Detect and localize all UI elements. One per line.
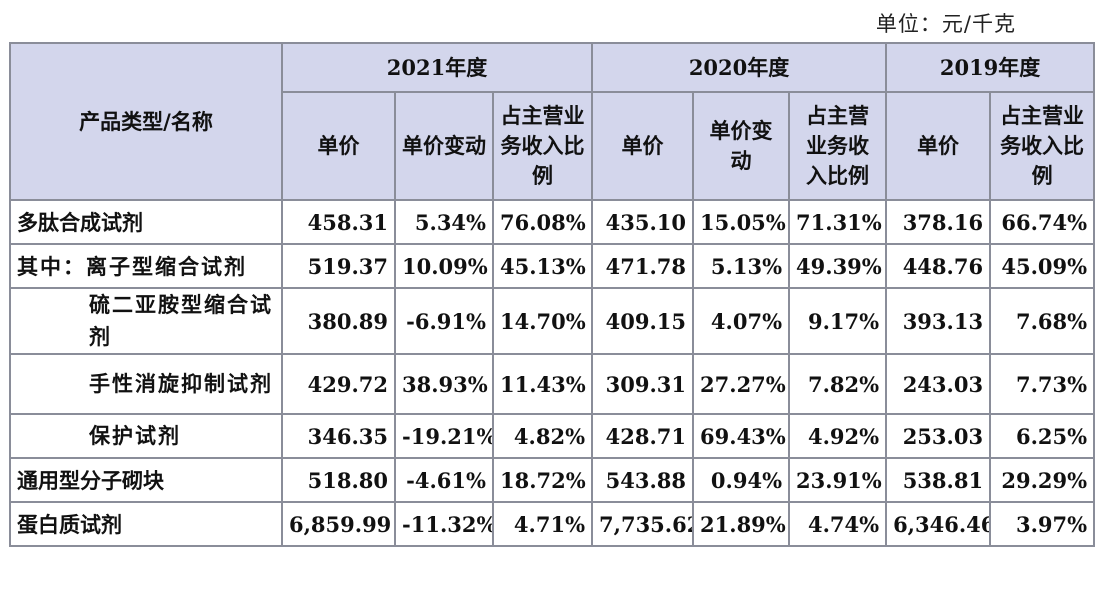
- table-row: 硫二亚胺型缩合试剂 380.89 -6.91% 14.70% 409.15 4.…: [9, 287, 1096, 355]
- header-change: 单价变动: [692, 91, 791, 201]
- cell: 69.43%: [692, 413, 791, 459]
- row-label: 蛋白质试剂: [9, 501, 283, 547]
- cell: 5.34%: [394, 199, 494, 245]
- cell: 76.08%: [491, 199, 594, 245]
- header-change: 单价变动: [394, 91, 494, 201]
- price-table: 产品类型/名称 2021年度 2020年度 2019年度 单价 单价变动 占主营…: [9, 42, 1096, 547]
- cell: -11.32%: [394, 501, 494, 547]
- cell: 435.10: [591, 199, 695, 245]
- cell: 538.81: [885, 457, 992, 503]
- row-label: 手性消旋抑制试剂: [9, 353, 283, 415]
- cell: 4.71%: [491, 501, 594, 547]
- cell: -19.21%: [394, 413, 494, 459]
- cell: 21.89%: [692, 501, 791, 547]
- cell: 66.74%: [989, 199, 1096, 245]
- cell: 14.70%: [491, 287, 594, 355]
- cell: 518.80: [281, 457, 396, 503]
- cell: 23.91%: [788, 457, 888, 503]
- cell: 346.35: [281, 413, 396, 459]
- cell: 429.72: [281, 353, 396, 415]
- row-label: 其中：离子型缩合试剂: [9, 243, 283, 289]
- row-label: 多肽合成试剂: [9, 199, 283, 245]
- header-price: 单价: [281, 91, 396, 201]
- cell: 380.89: [281, 287, 396, 355]
- row-label: 硫二亚胺型缩合试剂: [9, 287, 283, 355]
- header-row-columns: 单价 单价变动 占主营业务收入比例 单价 单价变动 占主营业务收入比例 单价 占…: [10, 91, 1096, 201]
- cell: 45.09%: [989, 243, 1096, 289]
- table-row: 其中：离子型缩合试剂 519.37 10.09% 45.13% 471.78 5…: [9, 243, 1096, 289]
- cell: 393.13: [885, 287, 992, 355]
- cell: 7.73%: [989, 353, 1096, 415]
- cell: 428.71: [591, 413, 695, 459]
- cell: 448.76: [885, 243, 992, 289]
- cell: 45.13%: [491, 243, 594, 289]
- cell: 243.03: [885, 353, 992, 415]
- cell: 458.31: [281, 199, 396, 245]
- cell: 18.72%: [491, 457, 594, 503]
- cell: 378.16: [885, 199, 992, 245]
- cell: 4.74%: [788, 501, 888, 547]
- cell: 253.03: [885, 413, 992, 459]
- header-share: 占主营业务收入比例: [788, 91, 888, 201]
- cell: 5.13%: [692, 243, 791, 289]
- cell: 7.68%: [989, 287, 1096, 355]
- cell: 27.27%: [692, 353, 791, 415]
- cell: 71.31%: [788, 199, 888, 245]
- table-row: 保护试剂 346.35 -19.21% 4.82% 428.71 69.43% …: [9, 413, 1096, 459]
- cell: 29.29%: [989, 457, 1096, 503]
- cell: 6,346.46: [885, 501, 992, 547]
- table-row: 通用型分子砌块 518.80 -4.61% 18.72% 543.88 0.94…: [9, 457, 1096, 503]
- cell: 4.92%: [788, 413, 888, 459]
- cell: 0.94%: [692, 457, 791, 503]
- header-price: 单价: [885, 91, 992, 201]
- table-row: 手性消旋抑制试剂 429.72 38.93% 11.43% 309.31 27.…: [9, 353, 1096, 415]
- header-year-2021: 2021年度: [280, 42, 594, 93]
- row-label: 保护试剂: [9, 413, 283, 459]
- cell: 309.31: [591, 353, 695, 415]
- cell: 10.09%: [394, 243, 494, 289]
- unit-note: 单位：元/千克: [875, 12, 1016, 36]
- cell: 6,859.99: [281, 501, 396, 547]
- header-product: 产品类型/名称: [9, 42, 283, 201]
- cell: 15.05%: [692, 199, 791, 245]
- header-price: 单价: [591, 91, 695, 201]
- cell: 3.97%: [989, 501, 1096, 547]
- header-share: 占主营业务收入比例: [989, 91, 1096, 201]
- header-row-years: 产品类型/名称 2021年度 2020年度 2019年度: [9, 42, 1096, 201]
- cell: 409.15: [591, 287, 695, 355]
- cell: 543.88: [591, 457, 695, 503]
- cell: 519.37: [281, 243, 396, 289]
- header-year-2020: 2020年度: [591, 42, 888, 93]
- cell: 38.93%: [394, 353, 494, 415]
- cell: -6.91%: [394, 287, 494, 355]
- row-label: 通用型分子砌块: [9, 457, 283, 503]
- table-row: 蛋白质试剂 6,859.99 -11.32% 4.71% 7,735.62 21…: [9, 501, 1096, 547]
- cell: 11.43%: [491, 353, 594, 415]
- cell: 49.39%: [788, 243, 888, 289]
- cell: 6.25%: [989, 413, 1096, 459]
- header-year-2019: 2019年度: [885, 42, 1096, 93]
- cell: 7.82%: [788, 353, 888, 415]
- cell: -4.61%: [394, 457, 494, 503]
- cell: 471.78: [591, 243, 695, 289]
- cell: 4.07%: [692, 287, 791, 355]
- table-row: 多肽合成试剂 458.31 5.34% 76.08% 435.10 15.05%…: [9, 199, 1096, 245]
- cell: 7,735.62: [591, 501, 695, 547]
- cell: 4.82%: [491, 413, 594, 459]
- cell: 9.17%: [788, 287, 888, 355]
- header-share: 占主营业务收入比例: [491, 91, 594, 201]
